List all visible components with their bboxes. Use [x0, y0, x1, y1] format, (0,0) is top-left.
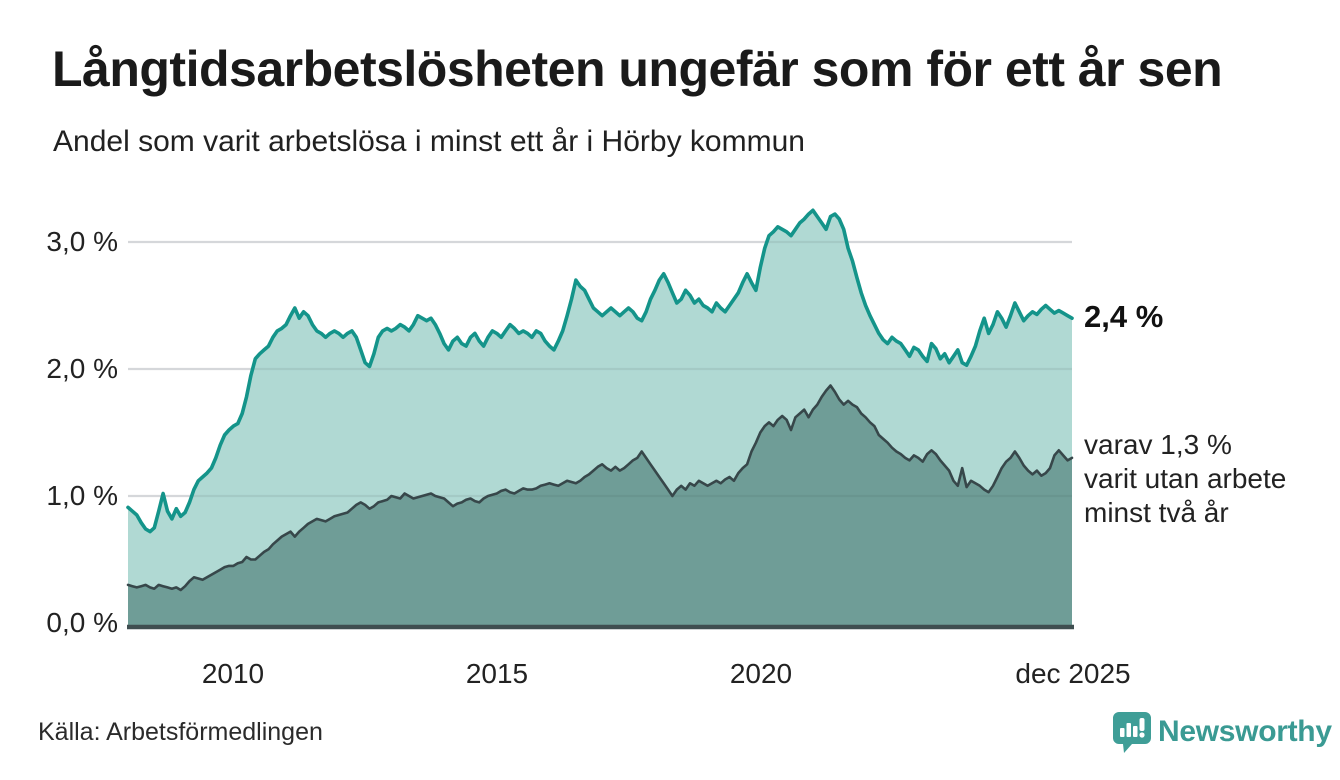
source-caption: Källa: Arbetsförmedlingen — [38, 718, 323, 746]
y-tick-0: 0,0 % — [46, 607, 118, 638]
gridlines-overlay — [128, 240, 1072, 498]
secondary-series-annotation: varav 1,3 % varit utan arbete minst två … — [1084, 428, 1286, 530]
area-2plus-year — [128, 385, 1072, 625]
chart-subtitle: Andel som varit arbetslösa i minst ett å… — [53, 125, 805, 158]
annotation-line-1: varav 1,3 % — [1084, 429, 1232, 460]
x-tick-dec-2025: dec 2025 — [1015, 658, 1131, 689]
x-tick-2010: 2010 — [201, 658, 265, 689]
x-tick-2020: 2020 — [729, 658, 793, 689]
y-tick-3: 3,0 % — [46, 226, 118, 257]
line-1plus-year — [126, 208, 1074, 534]
brand-logo: Newsworthy — [1112, 710, 1332, 758]
chart-title: Långtidsarbetslösheten ungefär som för e… — [52, 41, 1223, 97]
line-2plus-year — [126, 384, 1074, 592]
annotation-line-2: varit utan arbete — [1084, 463, 1287, 494]
y-tick-2: 2,0 % — [46, 353, 118, 384]
annotation-line-3: minst två år — [1084, 497, 1229, 528]
x-tick-2015: 2015 — [465, 658, 529, 689]
y-tick-1: 1,0 % — [46, 480, 118, 511]
brand-name: Newsworthy — [1158, 715, 1332, 748]
latest-value-label: 2,4 % — [1084, 299, 1164, 334]
newsworthy-icon — [1113, 712, 1151, 753]
